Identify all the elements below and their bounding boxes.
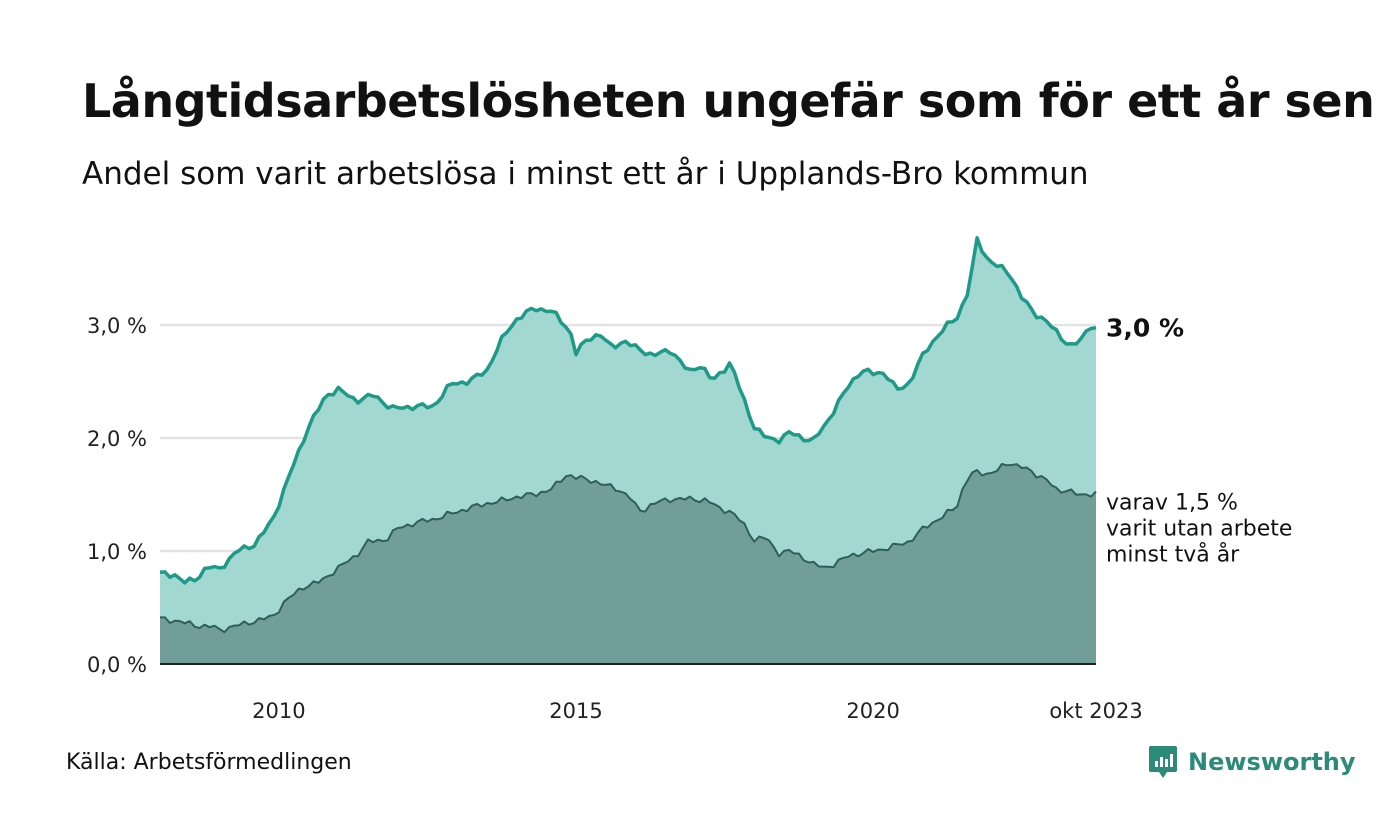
chart-subtitle: Andel som varit arbetslösa i minst ett å… [82,156,1089,192]
x-tick-label: 2010 [252,699,305,723]
end-label-line-1: varav 1,5 % [1106,491,1238,516]
end-label-line-3: minst två år [1106,542,1240,568]
line-total-longterm [159,236,1097,585]
brand-name: Newsworthy [1188,748,1356,776]
line-two-years [160,463,1097,634]
x-axis-ticks: 2010 2015 2020 okt 2023 [252,699,1143,723]
x-tick-label: 2015 [549,699,602,723]
y-axis-ticks: 0,0 % 1,0 % 2,0 % 3,0 % [87,314,147,677]
chart-title: Långtidsarbetslösheten ungefär som för e… [82,74,1375,128]
y-tick-label: 2,0 % [87,427,147,451]
y-tick-label: 0,0 % [87,653,147,677]
area-two-years [160,464,1096,664]
newsworthy-chart-icon [1149,746,1177,778]
brand-logo: Newsworthy [1148,744,1356,780]
source-note: Källa: Arbetsförmedlingen [66,750,352,775]
x-tick-label: okt 2023 [1049,699,1142,723]
x-tick-label: 2020 [846,699,899,723]
y-tick-label: 1,0 % [87,540,147,564]
end-label-total: 3,0 % [1106,314,1184,343]
end-label-two-years: varav 1,5 % varit utan arbete minst två … [1106,491,1299,568]
end-label-line-2: varit utan arbete [1106,517,1292,542]
y-tick-label: 3,0 % [87,314,147,338]
